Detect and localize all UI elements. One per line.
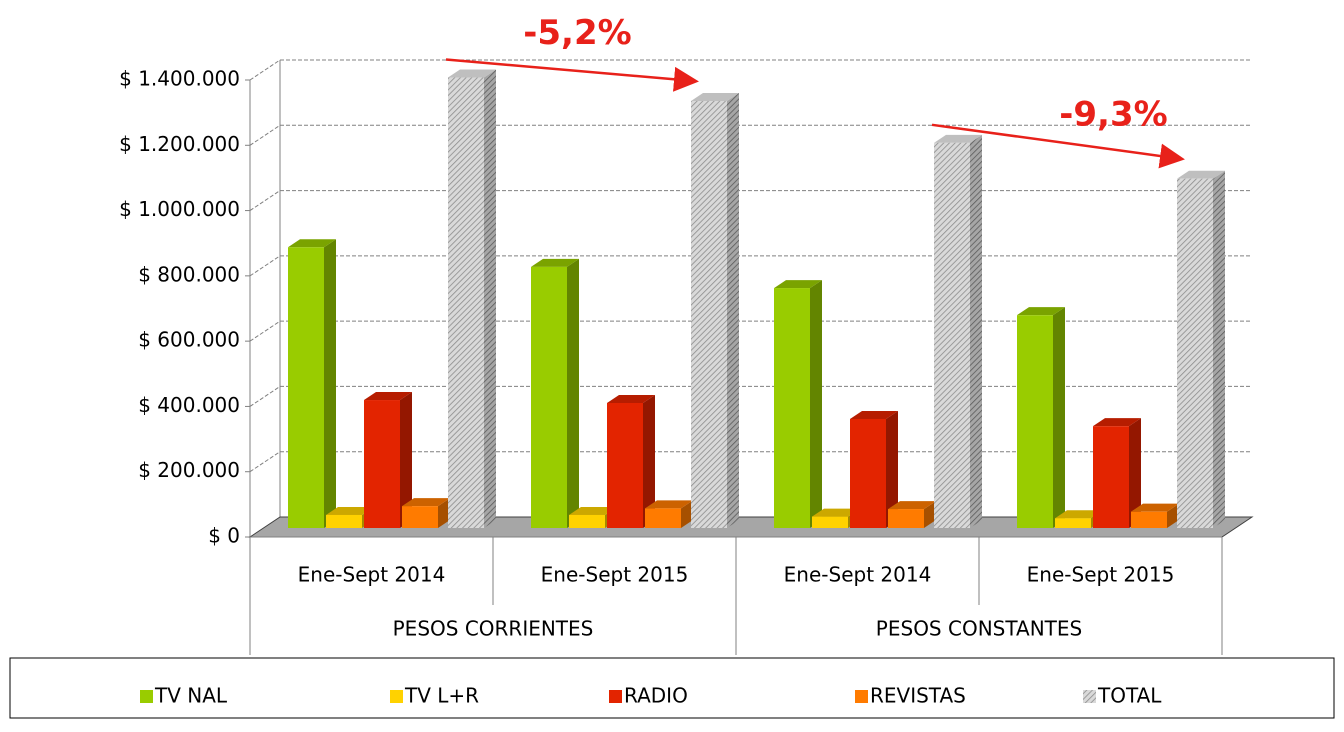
x-tick-label: Ene-Sept 2015 bbox=[541, 563, 689, 587]
y-tick-label: $ 1.400.000 bbox=[119, 67, 240, 91]
bar bbox=[1055, 518, 1091, 528]
bar-side bbox=[886, 410, 898, 528]
bar-top bbox=[569, 506, 617, 515]
legend-label: TV L+R bbox=[404, 684, 479, 708]
y-tick-label: $ 800.000 bbox=[138, 262, 240, 286]
bar bbox=[888, 509, 924, 528]
bar-side bbox=[1167, 503, 1179, 528]
grid-diag bbox=[249, 451, 281, 473]
bar-top bbox=[850, 410, 898, 419]
bar-side bbox=[681, 500, 693, 528]
bar-top bbox=[364, 392, 412, 401]
bar-side bbox=[1213, 170, 1225, 528]
bar-top bbox=[1093, 418, 1141, 427]
bar-top bbox=[1177, 170, 1225, 179]
bar-top bbox=[691, 93, 739, 102]
grid-diag bbox=[249, 386, 281, 407]
bar bbox=[326, 514, 362, 528]
x-tick-label: Ene-Sept 2015 bbox=[1027, 563, 1175, 587]
legend-swatch bbox=[1083, 690, 1096, 703]
y-tick-label: $ 400.000 bbox=[138, 393, 240, 417]
bar-top bbox=[1017, 307, 1065, 316]
bar-top bbox=[402, 498, 450, 507]
group-label: PESOS CORRIENTES bbox=[393, 617, 594, 641]
bar bbox=[448, 77, 484, 529]
bar-side bbox=[438, 498, 450, 528]
bar-top bbox=[326, 506, 374, 515]
bar bbox=[1131, 511, 1167, 528]
annotation: -9,3% bbox=[1059, 94, 1167, 134]
group-label: PESOS CONSTANTES bbox=[876, 617, 1082, 641]
legend-label: RADIO bbox=[624, 684, 688, 708]
bar-top bbox=[1131, 503, 1179, 512]
grid-diag bbox=[249, 320, 281, 342]
bar-side bbox=[643, 394, 655, 528]
bar bbox=[1177, 178, 1213, 528]
bar bbox=[645, 508, 681, 528]
y-tick-label: $ 1.200.000 bbox=[119, 132, 240, 156]
y-tick-label: $ 600.000 bbox=[138, 328, 240, 352]
trend-arrow bbox=[445, 58, 699, 92]
grid-diag bbox=[249, 124, 281, 146]
legend-label: TV NAL bbox=[154, 684, 228, 708]
bar bbox=[531, 266, 567, 528]
bar-side bbox=[1053, 307, 1065, 528]
bar-side bbox=[400, 392, 412, 528]
grid-diag bbox=[249, 190, 281, 211]
bar bbox=[607, 402, 643, 528]
bar-side bbox=[970, 134, 982, 529]
grid-diag bbox=[249, 59, 281, 81]
bar bbox=[774, 288, 810, 528]
bar-top bbox=[934, 134, 982, 143]
y-tick-label: $ 0 bbox=[208, 524, 240, 548]
bar bbox=[1017, 315, 1053, 528]
bar-side bbox=[727, 93, 739, 528]
bar bbox=[288, 247, 324, 528]
bar-top bbox=[448, 69, 496, 78]
bar-top bbox=[645, 500, 693, 509]
legend-swatch bbox=[140, 690, 153, 703]
trend-arrow bbox=[931, 123, 1185, 169]
legend-box bbox=[9, 657, 1335, 719]
bar-top bbox=[607, 394, 655, 403]
bar-top bbox=[774, 280, 822, 289]
bar-side bbox=[567, 258, 579, 528]
bar bbox=[1093, 426, 1129, 528]
bar-top bbox=[812, 508, 860, 517]
legend-swatch bbox=[855, 690, 868, 703]
bar-side bbox=[924, 501, 936, 528]
bar-side bbox=[810, 280, 822, 528]
bar-top bbox=[888, 501, 936, 510]
bar bbox=[569, 514, 605, 528]
bar bbox=[691, 101, 727, 528]
y-tick-label: $ 1.000.000 bbox=[119, 197, 240, 221]
bar bbox=[850, 418, 886, 528]
bar-side bbox=[1129, 418, 1141, 528]
bar-top bbox=[531, 258, 579, 267]
y-tick-label: $ 200.000 bbox=[138, 458, 240, 482]
grid-diag bbox=[249, 255, 281, 277]
legend-swatch bbox=[390, 690, 403, 703]
legend-swatch bbox=[609, 690, 622, 703]
x-tick-label: Ene-Sept 2014 bbox=[298, 563, 446, 587]
bar-top bbox=[288, 239, 336, 248]
bar-top bbox=[1055, 510, 1103, 519]
bar bbox=[364, 400, 400, 528]
bar bbox=[934, 142, 970, 529]
bar-side bbox=[324, 239, 336, 528]
bar-side bbox=[484, 69, 496, 529]
x-tick-label: Ene-Sept 2014 bbox=[784, 563, 932, 587]
bar bbox=[402, 506, 438, 528]
legend-label: REVISTAS bbox=[870, 684, 966, 708]
annotation: -5,2% bbox=[523, 13, 631, 53]
legend-label: TOTAL bbox=[1097, 684, 1162, 708]
bar bbox=[812, 516, 848, 528]
